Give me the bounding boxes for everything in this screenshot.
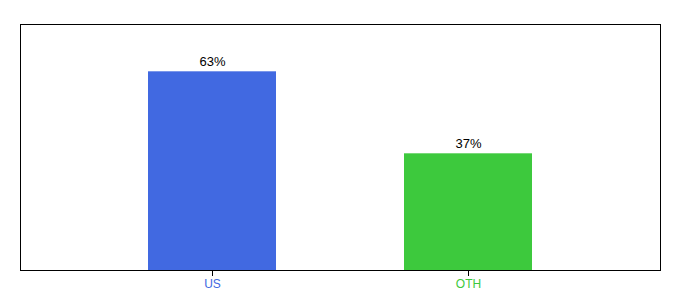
svg-text:63%: 63% — [199, 54, 225, 69]
svg-text:US: US — [204, 277, 221, 291]
svg-text:37%: 37% — [455, 136, 481, 151]
svg-text:OTH: OTH — [456, 277, 481, 291]
